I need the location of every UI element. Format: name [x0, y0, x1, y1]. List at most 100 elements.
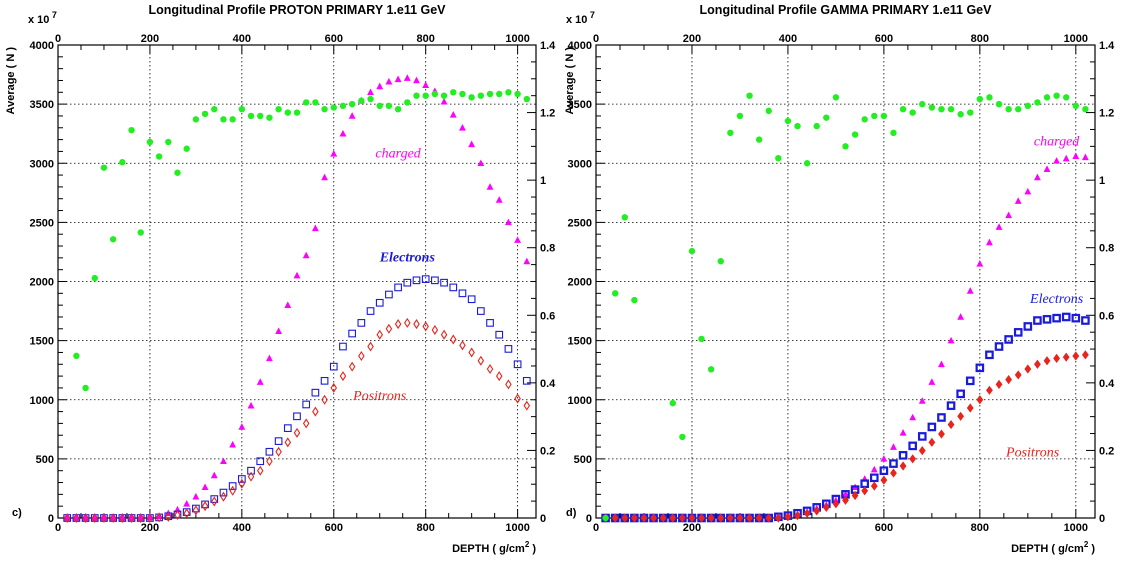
- charged-point: [210, 471, 218, 479]
- y-tick-label: 2000: [30, 277, 54, 289]
- right-tick-label: 0.4: [540, 378, 556, 390]
- electrons-point: [256, 457, 265, 466]
- green-point: [919, 100, 926, 108]
- electrons-point: [265, 447, 274, 456]
- electrons-point: [1042, 315, 1052, 324]
- positrons-point: [431, 324, 439, 335]
- charged-point: [880, 455, 888, 462]
- positrons-point: [995, 379, 1003, 389]
- green-point: [523, 95, 531, 103]
- green-point: [765, 107, 772, 115]
- plot-frame: [57, 44, 537, 519]
- positrons-point: [621, 513, 629, 523]
- green-point: [1053, 92, 1060, 99]
- green-point: [928, 104, 936, 111]
- positrons-point: [137, 512, 144, 524]
- positrons-point: [640, 513, 648, 523]
- positrons-point: [688, 513, 696, 523]
- positrons-point: [611, 513, 619, 523]
- green-point: [82, 384, 89, 392]
- x-tick-label: 1000: [1064, 522, 1088, 534]
- x-tick-label: 400: [233, 522, 251, 534]
- right-tick-label: 0.6: [540, 310, 555, 322]
- positrons-point: [746, 513, 753, 523]
- charged-point: [220, 457, 227, 465]
- green-point: [947, 105, 955, 113]
- positrons-point: [669, 513, 677, 523]
- positrons-point: [523, 400, 531, 411]
- green-point: [155, 153, 163, 160]
- electrons-point: [927, 422, 937, 432]
- charged-point: [302, 251, 310, 259]
- x-top-tick-label: 800: [417, 33, 435, 45]
- gridlines: [58, 45, 536, 518]
- green-point: [137, 229, 144, 236]
- green-point: [813, 122, 820, 130]
- green-point: [717, 258, 724, 265]
- y-tick-label: 500: [574, 454, 592, 466]
- charged-point: [1062, 154, 1070, 162]
- electrons-point: [879, 466, 889, 476]
- charged-point: [459, 123, 466, 131]
- x-top-tick-label: 600: [875, 33, 893, 45]
- y-tick-label: 3500: [30, 99, 54, 111]
- positrons-point: [211, 496, 218, 507]
- positrons-point: [302, 418, 310, 429]
- electrons-point: [1023, 322, 1033, 331]
- charged-point: [311, 224, 319, 232]
- y-axis-label: Average ( N ): [564, 47, 576, 115]
- charged-point: [376, 82, 384, 90]
- electrons-point: [210, 495, 219, 503]
- positrons-point: [1082, 350, 1089, 360]
- electrons-point: [476, 307, 485, 315]
- positrons-point: [630, 513, 638, 523]
- electrons-point: [1013, 328, 1023, 337]
- green-point: [220, 116, 227, 123]
- positrons-point: [986, 385, 993, 395]
- green-point: [727, 129, 734, 137]
- positrons-point: [842, 495, 849, 505]
- charged-point: [339, 129, 347, 137]
- charged-point: [505, 218, 512, 226]
- positrons-point: [1043, 356, 1051, 366]
- positrons-point: [422, 321, 429, 332]
- right-tick-label: 1.4: [540, 40, 556, 52]
- green-point: [736, 112, 744, 120]
- positrons-point: [73, 512, 80, 524]
- electrons-point: [311, 388, 320, 397]
- series-label-charged: charged: [1034, 135, 1080, 150]
- green-point: [385, 102, 393, 110]
- charged-point: [247, 401, 255, 409]
- positrons-point: [880, 475, 888, 485]
- positrons-point: [918, 445, 926, 456]
- positrons-point: [514, 393, 521, 404]
- charged-point: [229, 440, 237, 448]
- electrons-point: [449, 283, 458, 292]
- green-point: [183, 145, 190, 152]
- positrons-point: [1072, 351, 1080, 361]
- green-point: [477, 92, 485, 99]
- gridlines: [596, 45, 1095, 518]
- electrons-point: [201, 500, 209, 509]
- green-point: [707, 366, 715, 373]
- electrons-point: [495, 330, 504, 339]
- positrons-point: [63, 512, 71, 524]
- green-point: [909, 109, 916, 116]
- positrons-point: [128, 512, 135, 524]
- electrons-point: [889, 459, 898, 468]
- charged-point: [256, 378, 264, 385]
- x-top-tick-label: 200: [683, 33, 701, 45]
- green-point: [91, 274, 98, 282]
- electrons-point: [1052, 313, 1061, 323]
- y-multiplier: x 10 7: [566, 10, 595, 26]
- positrons-point: [1014, 370, 1022, 380]
- green-point: [803, 160, 811, 167]
- green-point: [602, 514, 609, 522]
- charged-point: [947, 336, 955, 344]
- x-tick-label: 400: [779, 522, 797, 534]
- positrons-point: [794, 511, 801, 521]
- right-tick-label: 0.2: [540, 445, 555, 457]
- right-tick-label: 1.2: [1099, 108, 1114, 120]
